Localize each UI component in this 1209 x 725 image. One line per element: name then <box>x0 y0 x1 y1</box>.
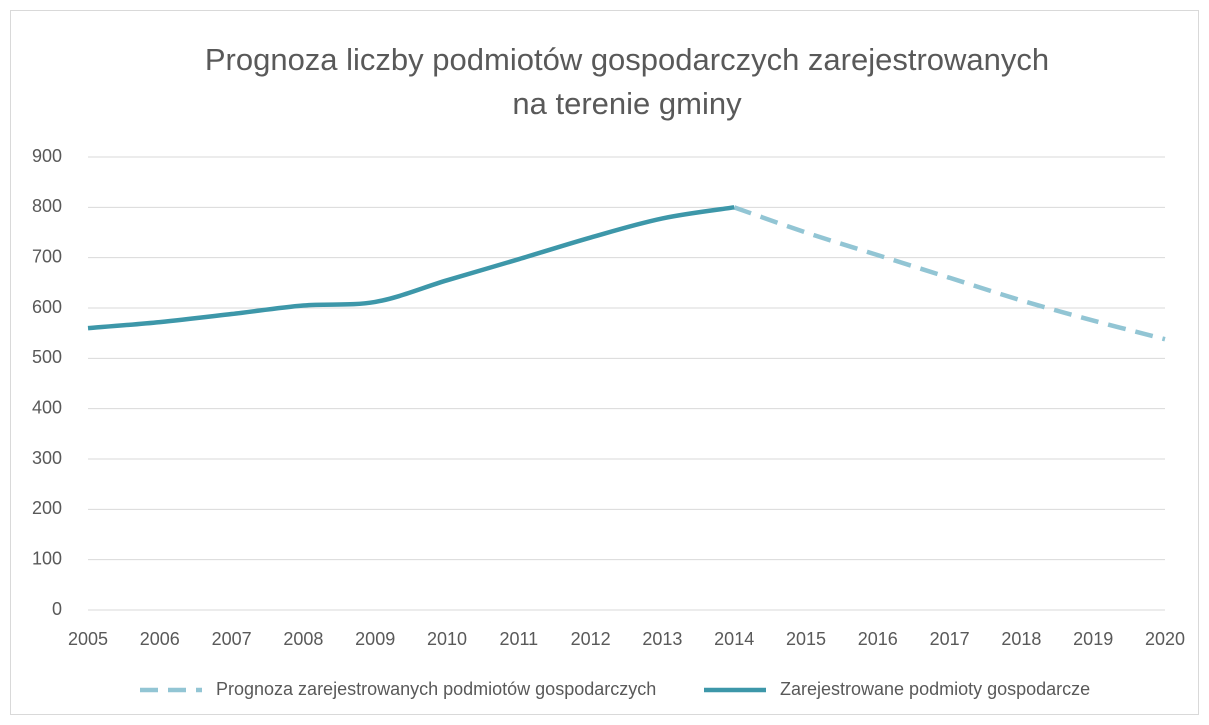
x-tick-label: 2012 <box>571 629 611 649</box>
x-tick-label: 2013 <box>642 629 682 649</box>
x-tick-label: 2018 <box>1001 629 1041 649</box>
y-tick-label: 500 <box>32 347 62 367</box>
line-series <box>87 205 735 331</box>
x-tick-label: 2011 <box>499 629 538 649</box>
y-tick-label: 800 <box>32 196 62 216</box>
y-tick-label: 700 <box>32 246 62 266</box>
x-tick-label: 2008 <box>283 629 323 649</box>
legend-label: Zarejestrowane podmioty gospodarcze <box>780 679 1090 699</box>
x-tick-label: 2014 <box>714 629 754 649</box>
y-tick-label: 600 <box>32 297 62 317</box>
x-tick-label: 2015 <box>786 629 826 649</box>
y-tick-label: 0 <box>52 599 62 619</box>
chart-title: na terenie gminy <box>512 86 742 121</box>
chart-border <box>10 10 1199 715</box>
x-tick-label: 2016 <box>858 629 898 649</box>
x-tick-label: 2017 <box>930 629 970 649</box>
y-tick-label: 200 <box>32 498 62 518</box>
x-tick-label: 2007 <box>212 629 252 649</box>
line-series <box>733 205 1166 342</box>
x-tick-label: 2019 <box>1073 629 1113 649</box>
x-tick-label: 2020 <box>1145 629 1185 649</box>
x-tick-label: 2009 <box>355 629 395 649</box>
legend-label: Prognoza zarejestrowanych podmiotów gosp… <box>216 679 656 699</box>
x-tick-label: 2005 <box>68 629 108 649</box>
y-tick-label: 300 <box>32 448 62 468</box>
y-tick-label: 400 <box>32 397 62 417</box>
x-tick-label: 2010 <box>427 629 467 649</box>
y-tick-label: 100 <box>32 548 62 568</box>
x-tick-label: 2006 <box>140 629 180 649</box>
y-tick-label: 900 <box>32 146 62 166</box>
chart-title: Prognoza liczby podmiotów gospodarczych … <box>205 42 1049 77</box>
